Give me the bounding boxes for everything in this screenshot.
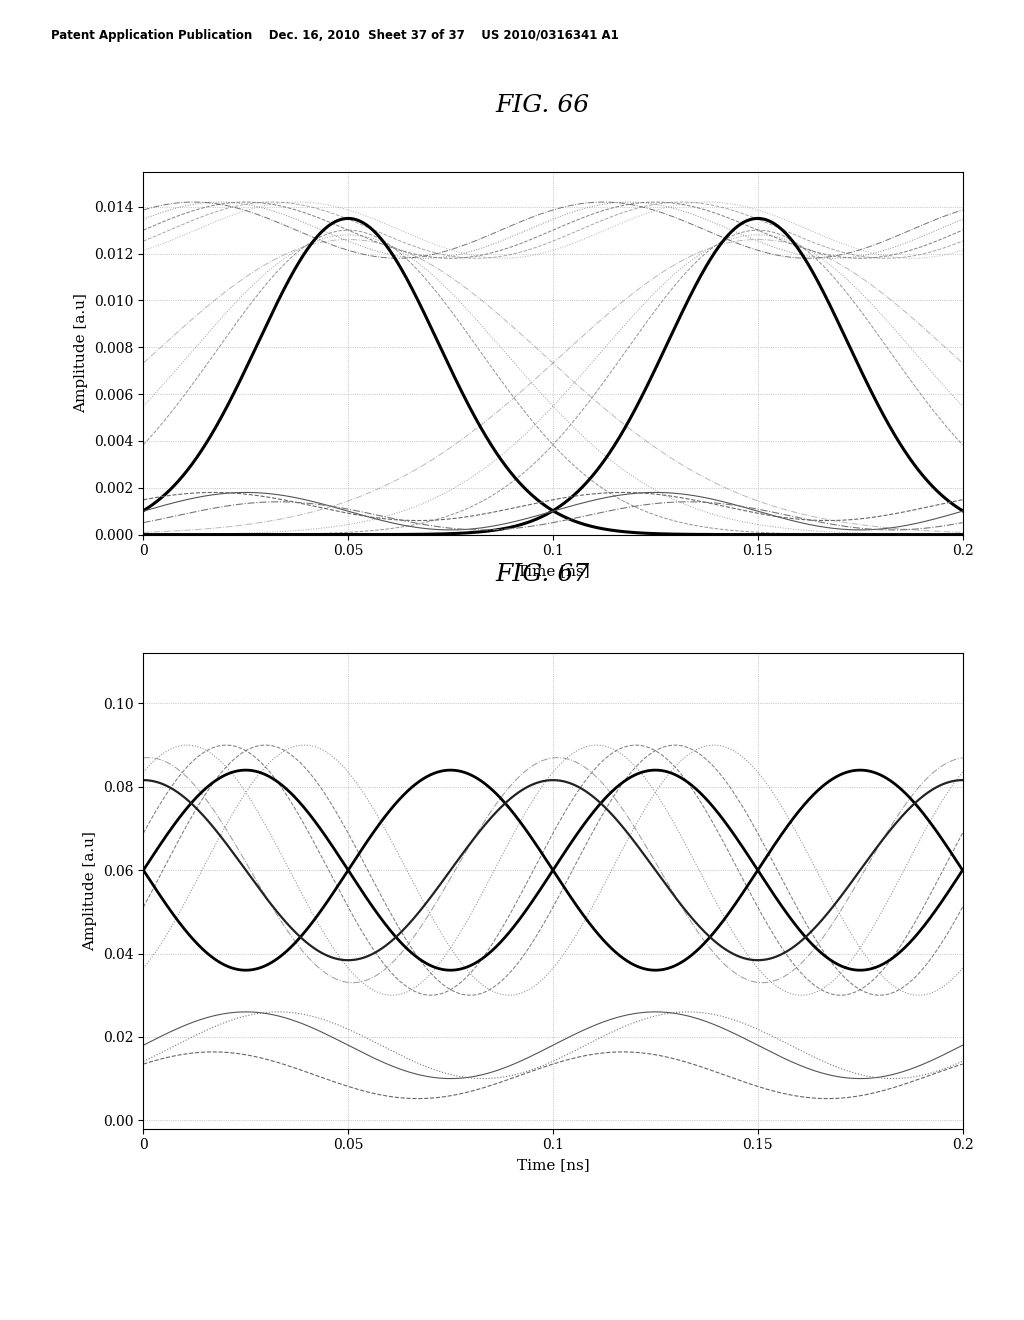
Text: FIG. 67: FIG. 67 <box>496 562 590 586</box>
Text: Patent Application Publication    Dec. 16, 2010  Sheet 37 of 37    US 2010/03163: Patent Application Publication Dec. 16, … <box>51 29 618 42</box>
X-axis label: Time [ns]: Time [ns] <box>517 564 589 578</box>
Y-axis label: Amplitude [a.u]: Amplitude [a.u] <box>84 832 97 950</box>
Text: FIG. 66: FIG. 66 <box>496 94 590 117</box>
Y-axis label: Amplitude [a.u]: Amplitude [a.u] <box>75 293 89 413</box>
X-axis label: Time [ns]: Time [ns] <box>517 1158 589 1172</box>
